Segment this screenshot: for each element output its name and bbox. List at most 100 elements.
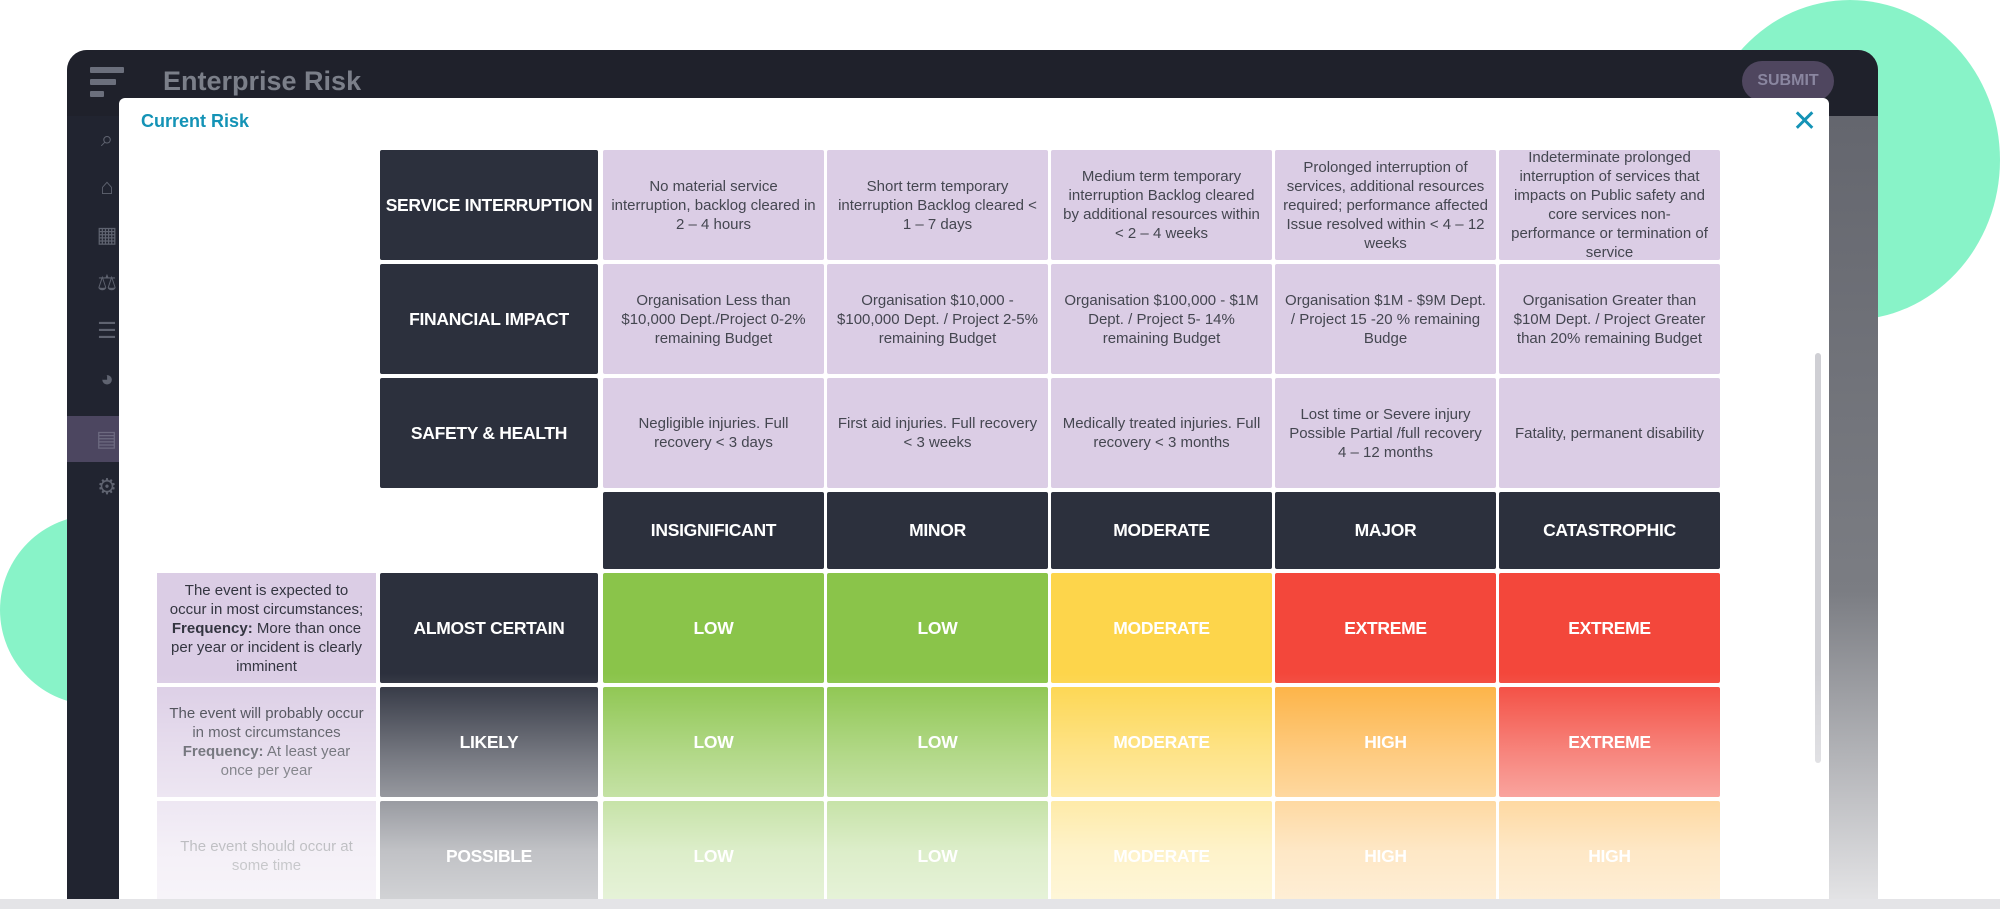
risk-rating-cell-text: HIGH	[1364, 731, 1407, 752]
likelihood-text: The event will probably occur in most ci…	[169, 705, 364, 741]
risk-rating-cell[interactable]: LOW	[603, 687, 824, 797]
search-icon[interactable]: ⌕	[100, 126, 114, 151]
likelihood-header-text: POSSIBLE	[445, 845, 533, 866]
menu-icon[interactable]	[90, 67, 124, 99]
consequence-header: MINOR	[827, 492, 1048, 569]
risk-rating-cell-text: EXTREME	[1568, 731, 1651, 752]
risk-rating-cell-text: LOW	[693, 731, 734, 752]
likelihood-text: The event should occur at some time	[180, 838, 353, 874]
likelihood-description-text: The event should occur at some time	[165, 837, 368, 875]
impact-description: Medium term temporary interruption Backl…	[1051, 150, 1272, 260]
risk-rating-cell-text: LOW	[917, 731, 958, 752]
risk-rating-cell[interactable]: HIGH	[1275, 687, 1496, 797]
impact-description-text: Short term temporary interruption Backlo…	[838, 177, 1037, 233]
risk-rating-cell[interactable]: HIGH	[1499, 801, 1720, 909]
consequence-header: MAJOR	[1275, 492, 1496, 569]
risk-rating-cell-text: HIGH	[1588, 845, 1631, 866]
impact-description-text: Organisation $10,000 - $100,000 Dept. / …	[837, 291, 1038, 347]
impact-description-text: Lost time or Severe injury Possible Part…	[1289, 405, 1482, 461]
consequence-header: MODERATE	[1051, 492, 1272, 569]
impact-description: Indeterminate prolonged interruption of …	[1499, 150, 1720, 260]
modal-title: Current Risk	[141, 111, 250, 131]
likelihood-description: The event should occur at some time	[157, 801, 376, 909]
impact-description: Organisation Less than $10,000 Dept./Pro…	[603, 264, 824, 374]
impact-description-text: Medically treated injuries. Full recover…	[1062, 415, 1261, 451]
app-title: Enterprise Risk	[163, 66, 362, 96]
impact-description-text: Medium term temporary interruption Backl…	[1063, 168, 1260, 242]
likelihood-description: The event will probably occur in most ci…	[157, 687, 376, 797]
impact-description: Prolonged interruption of services, addi…	[1275, 150, 1496, 260]
consequence-header-text: MINOR	[909, 520, 966, 540]
risk-rating-cell[interactable]: EXTREME	[1499, 687, 1720, 797]
impact-description-text: Organisation Less than $10,000 Dept./Pro…	[621, 291, 806, 347]
risk-rating-cell[interactable]: MODERATE	[1051, 687, 1272, 797]
impact-description-text: Fatality, permanent disability	[1515, 424, 1704, 442]
impact-header-text: SAFETY & HEALTH	[410, 422, 568, 443]
impact-header: FINANCIAL IMPACT	[380, 264, 598, 374]
likelihood-header-text: LIKELY	[459, 731, 519, 752]
impact-header-text: SERVICE INTERRUPTION	[385, 194, 593, 215]
likelihood-header-text: ALMOST CERTAIN	[413, 617, 565, 638]
risk-rating-cell-text: EXTREME	[1568, 617, 1651, 638]
risk-rating-cell[interactable]: HIGH	[1275, 801, 1496, 909]
impact-description: Negligible injuries. Full recovery < 3 d…	[603, 378, 824, 488]
consequence-header-text: MAJOR	[1354, 520, 1417, 540]
likelihood-description-text: The event is expected to occur in most c…	[165, 581, 368, 676]
home-icon[interactable]: ⌂	[100, 174, 114, 199]
risk-rating-cell[interactable]: MODERATE	[1051, 801, 1272, 909]
likelihood-description: The event is expected to occur in most c…	[157, 573, 376, 683]
grid-icon[interactable]: ▦	[96, 222, 118, 247]
consequence-header: CATASTROPHIC	[1499, 492, 1720, 569]
risk-rating-cell-text: MODERATE	[1113, 731, 1210, 752]
risk-rating-cell[interactable]: EXTREME	[1499, 573, 1720, 683]
risk-rating-cell-text: EXTREME	[1344, 617, 1427, 638]
consequence-header: INSIGNIFICANT	[603, 492, 824, 569]
consequence-header-text: INSIGNIFICANT	[650, 520, 777, 540]
consequence-header-text: CATASTROPHIC	[1543, 520, 1676, 540]
scrollbar[interactable]	[1815, 353, 1821, 763]
impact-description-text: Negligible injuries. Full recovery < 3 d…	[638, 415, 789, 451]
impact-description-text: First aid injuries. Full recovery < 3 we…	[837, 415, 1038, 451]
risk-rating-cell-text: LOW	[917, 617, 958, 638]
risk-rating-cell[interactable]: LOW	[827, 801, 1048, 909]
impact-description: No material service interruption, backlo…	[603, 150, 824, 260]
impact-description-text: Organisation $100,000 - $1M Dept. / Proj…	[1064, 291, 1259, 347]
risk-rating-cell-text: LOW	[693, 845, 734, 866]
impact-header: SERVICE INTERRUPTION	[380, 150, 598, 260]
gear-icon[interactable]: ⚙	[97, 474, 117, 499]
likelihood-header: ALMOST CERTAIN	[380, 573, 598, 683]
likelihood-header: LIKELY	[380, 687, 598, 797]
risk-rating-cell-text: LOW	[693, 617, 734, 638]
risk-matrix: SERVICE INTERRUPTION No material service …	[119, 98, 1809, 909]
risk-rating-cell-text: MODERATE	[1113, 845, 1210, 866]
risk-rating-cell[interactable]: LOW	[603, 801, 824, 909]
risk-rating-cell[interactable]: LOW	[827, 687, 1048, 797]
impact-description: Fatality, permanent disability	[1499, 378, 1720, 488]
list-icon[interactable]: ☰	[97, 318, 117, 343]
frequency-text: More than once per year or incident is c…	[171, 619, 362, 675]
risk-rating-cell[interactable]: MODERATE	[1051, 573, 1272, 683]
impact-description: Organisation $10,000 - $100,000 Dept. / …	[827, 264, 1048, 374]
impact-header-text: FINANCIAL IMPACT	[409, 308, 569, 329]
impact-description: Medically treated injuries. Full recover…	[1051, 378, 1272, 488]
impact-description-text: Prolonged interruption of services, addi…	[1283, 158, 1488, 252]
risk-rating-cell[interactable]: LOW	[827, 573, 1048, 683]
risk-rating-cell[interactable]: EXTREME	[1275, 573, 1496, 683]
current-risk-modal: Current Risk ✕ SERVICE INTERRUPTION No ma…	[119, 98, 1829, 909]
close-icon[interactable]: ✕	[1786, 107, 1817, 137]
scales-icon[interactable]: ⚖	[97, 270, 117, 295]
impact-description-text: Organisation $1M - $9M Dept. / Project 1…	[1285, 291, 1486, 347]
submit-button[interactable]: SUBMIT	[1742, 61, 1834, 101]
frequency-label: Frequency:	[171, 619, 253, 637]
impact-description-text: No material service interruption, backlo…	[611, 177, 816, 233]
impact-description: Lost time or Severe injury Possible Part…	[1275, 378, 1496, 488]
impact-description: Short term temporary interruption Backlo…	[827, 150, 1048, 260]
risk-rating-cell-text: HIGH	[1364, 845, 1407, 866]
risk-rating-cell[interactable]: LOW	[603, 573, 824, 683]
impact-header: SAFETY & HEALTH	[380, 378, 598, 488]
impact-description: First aid injuries. Full recovery < 3 we…	[827, 378, 1048, 488]
consequence-header-text: MODERATE	[1113, 520, 1210, 540]
pie-chart-icon[interactable]: ◕	[100, 366, 114, 391]
impact-description: Organisation $1M - $9M Dept. / Project 1…	[1275, 264, 1496, 374]
likelihood-description-text: The event will probably occur in most ci…	[165, 704, 368, 780]
